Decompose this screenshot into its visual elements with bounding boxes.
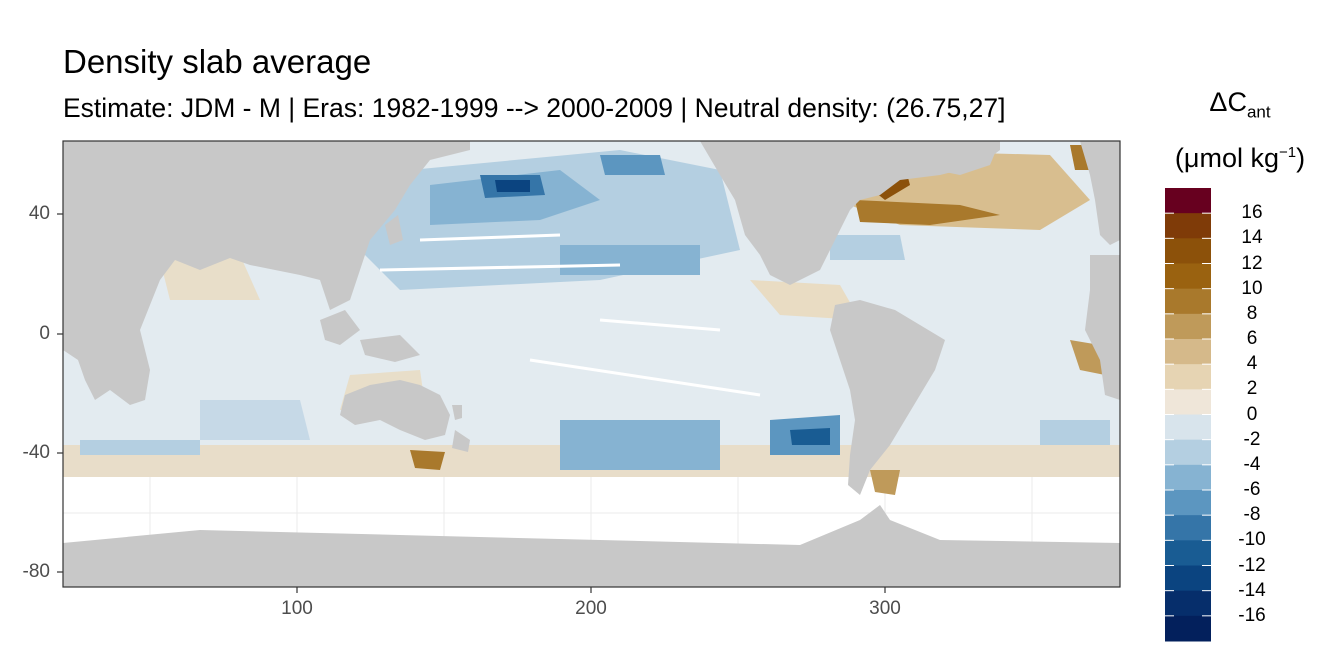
- legend-title: ΔCant: [1209, 87, 1271, 122]
- legend-swatch: [1165, 590, 1211, 617]
- legend-label: 6: [1246, 328, 1258, 349]
- legend-ticks: [1165, 212, 1211, 617]
- axis-ticks: [57, 213, 886, 593]
- x-tick-label: 100: [281, 598, 313, 619]
- legend-swatch: [1165, 414, 1211, 441]
- legend-swatch: [1165, 439, 1211, 466]
- legend-swatch: [1165, 389, 1211, 415]
- legend-swatch: [1165, 515, 1211, 541]
- land-masses: [63, 141, 1120, 587]
- legend-label: 8: [1246, 302, 1258, 324]
- legend-label: -4: [1243, 453, 1261, 475]
- y-tick-label: 0: [39, 323, 50, 344]
- legend-label: -6: [1243, 479, 1261, 500]
- legend-unit: (μmol kg−1): [1174, 143, 1306, 173]
- legend-label: -16: [1238, 604, 1266, 626]
- legend-swatch: [1165, 263, 1211, 290]
- y-tick-label: 40: [28, 203, 50, 224]
- legend-swatch: [1165, 615, 1211, 642]
- map-panel: [63, 141, 1120, 587]
- legend-label: 16: [1241, 202, 1263, 224]
- legend-swatch: [1165, 188, 1211, 214]
- legend-swatch: [1165, 288, 1211, 315]
- legend-label: 0: [1246, 403, 1258, 425]
- legend-label: -2: [1243, 428, 1261, 450]
- chart-subtitle: Estimate: JDM - M | Eras: 1982-1999 --> …: [63, 93, 1006, 123]
- legend-swatch: [1165, 540, 1211, 566]
- legend-label: 14: [1241, 227, 1263, 249]
- legend-swatch: [1165, 490, 1211, 516]
- legend-label: -14: [1238, 579, 1266, 601]
- legend-label: 4: [1246, 353, 1258, 375]
- legend-swatch: [1165, 213, 1211, 239]
- chart-title: Density slab average: [63, 43, 372, 80]
- legend-colorbar: [1165, 188, 1211, 642]
- legend-swatch: [1165, 464, 1211, 491]
- legend-label: 2: [1246, 378, 1258, 400]
- y-tick-label: -80: [22, 561, 50, 582]
- legend-swatch: [1165, 238, 1211, 264]
- nodata-streaks: [379, 233, 761, 397]
- legend-swatch: [1165, 364, 1211, 390]
- legend-label: -12: [1238, 554, 1266, 576]
- x-tick-label: 300: [869, 598, 901, 619]
- legend-label: 12: [1241, 252, 1263, 274]
- legend-label: -10: [1238, 529, 1266, 551]
- negative-anomaly-patches: [80, 150, 1110, 470]
- x-tick-label: 200: [575, 598, 607, 619]
- y-tick-label: -40: [22, 442, 50, 463]
- legend-swatch: [1165, 339, 1211, 365]
- legend-label: -8: [1243, 504, 1261, 526]
- legend-swatch: [1165, 565, 1211, 592]
- legend-swatch: [1165, 313, 1211, 340]
- legend-label: 10: [1241, 277, 1263, 299]
